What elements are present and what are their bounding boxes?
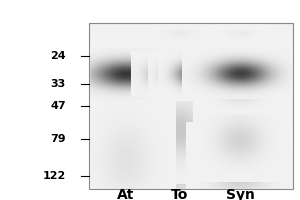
Text: At: At xyxy=(117,188,135,200)
Text: To: To xyxy=(171,188,189,200)
Bar xyxy=(88,0,292,23)
Bar xyxy=(88,189,292,200)
Text: 122: 122 xyxy=(43,171,66,181)
Text: 33: 33 xyxy=(51,79,66,89)
Bar xyxy=(292,0,300,200)
Bar xyxy=(88,23,292,189)
Bar xyxy=(88,23,292,189)
Text: Syn: Syn xyxy=(226,188,254,200)
Text: 24: 24 xyxy=(50,51,66,61)
Bar xyxy=(0,0,88,200)
Text: 47: 47 xyxy=(50,101,66,111)
Text: 79: 79 xyxy=(50,134,66,144)
